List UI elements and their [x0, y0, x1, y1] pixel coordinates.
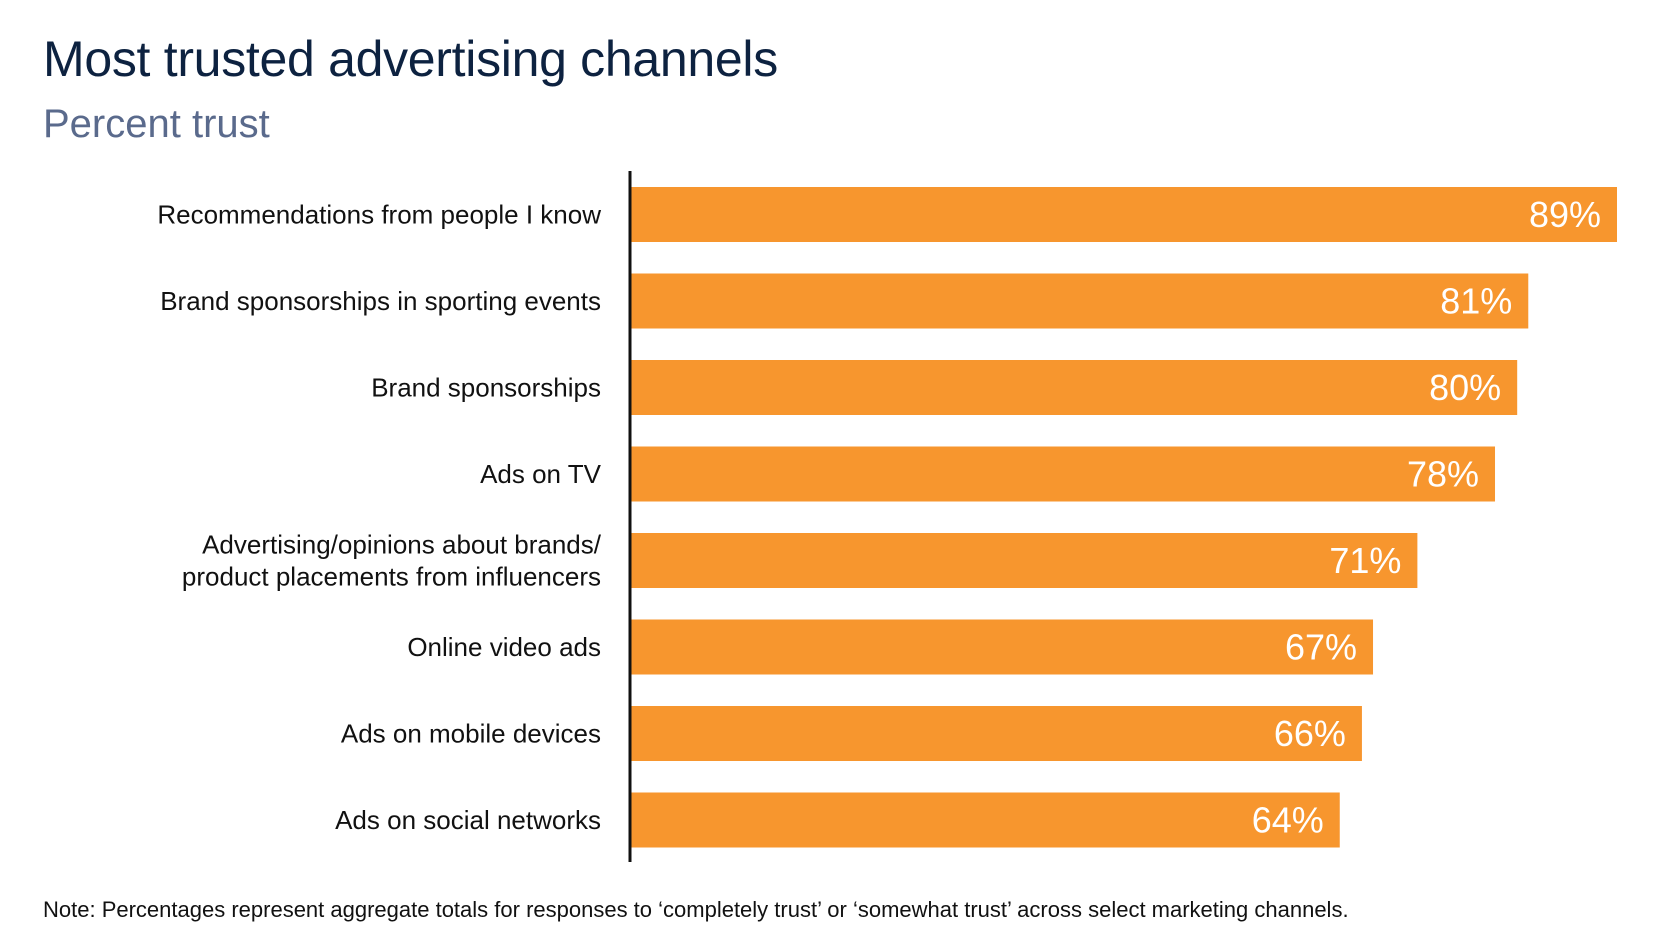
bar — [630, 533, 1418, 588]
category-label-line: product placements from influencers — [182, 562, 601, 592]
category-label: Ads on social networks — [335, 805, 601, 835]
category-label: Recommendations from people I know — [157, 200, 601, 230]
chart-subtitle: Percent trust — [43, 102, 270, 146]
category-label: Brand sponsorships in sporting events — [160, 286, 601, 316]
category-label: Ads on mobile devices — [341, 719, 601, 749]
bar-value-label: 89% — [1529, 194, 1601, 235]
bar-value-label: 80% — [1429, 367, 1501, 408]
bar — [630, 446, 1496, 502]
category-label-line: Brand sponsorships — [371, 373, 601, 403]
bar — [630, 187, 1617, 242]
category-label-line: Ads on social networks — [335, 805, 601, 835]
category-label: Online video ads — [407, 632, 601, 662]
bars-group — [630, 187, 1617, 848]
category-label: Brand sponsorships — [371, 373, 601, 403]
bar-value-label: 78% — [1407, 454, 1479, 495]
category-label-line: Online video ads — [407, 632, 601, 662]
category-label-line: Recommendations from people I know — [157, 200, 601, 230]
category-label: Ads on TV — [480, 459, 602, 489]
category-label-line: Brand sponsorships in sporting events — [160, 286, 601, 316]
bar-value-label: 67% — [1285, 627, 1357, 668]
bar-value-label: 66% — [1274, 713, 1346, 754]
footnote: Note: Percentages represent aggregate to… — [43, 897, 1349, 922]
bar — [630, 360, 1518, 415]
bar — [630, 706, 1362, 761]
bar — [630, 619, 1374, 675]
category-label: Advertising/opinions about brands/produc… — [182, 530, 602, 592]
bar-value-label: 71% — [1329, 540, 1401, 581]
bar — [630, 273, 1529, 329]
category-label-line: Advertising/opinions about brands/ — [202, 530, 602, 560]
bar-value-label: 64% — [1252, 800, 1324, 841]
category-label-line: Ads on TV — [480, 459, 602, 489]
bar — [630, 792, 1340, 848]
category-labels-group: Recommendations from people I know Brand … — [157, 200, 601, 836]
value-labels-group: 89% 81% 80% 78% 71% 67% 66% 64% — [1252, 194, 1601, 841]
bar-value-label: 81% — [1440, 281, 1512, 322]
chart-title: Most trusted advertising channels — [43, 31, 778, 87]
category-label-line: Ads on mobile devices — [341, 719, 601, 749]
